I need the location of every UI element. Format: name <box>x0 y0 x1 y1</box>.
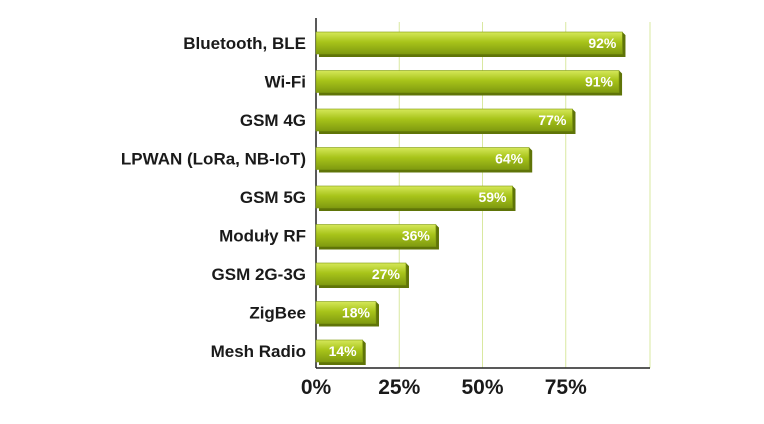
value-label: 18% <box>342 305 371 321</box>
bar-4 <box>315 185 513 209</box>
category-label: Mesh Radio <box>211 342 306 361</box>
category-labels: Bluetooth, BLE Wi-Fi GSM 4G LPWAN (LoRa, NB… <box>121 34 306 361</box>
bar-2 <box>315 108 573 132</box>
bar-shadow-bottom <box>319 131 576 134</box>
category-label: Moduły RF <box>219 227 306 246</box>
bar-6 <box>315 262 407 286</box>
bar-0 <box>315 31 623 55</box>
value-label: 36% <box>402 228 431 244</box>
bar-3 <box>315 147 530 170</box>
bar-shadow-side <box>572 112 576 134</box>
bar-shadow-side <box>529 150 533 173</box>
bar-shadow-bottom <box>319 54 626 57</box>
value-label: 14% <box>329 343 358 359</box>
x-tick-label: 50% <box>461 376 503 399</box>
bar-shadow-side <box>362 343 366 365</box>
x-tick-label: 0% <box>301 376 332 399</box>
bars: 92% 91% 77% 64% 59% 36% 27% 18% 14% <box>315 31 626 365</box>
value-label: 91% <box>585 74 614 90</box>
category-label: GSM 5G <box>240 188 306 207</box>
value-label: 27% <box>372 266 401 282</box>
category-label: ZigBee <box>249 304 306 323</box>
bar-shadow-side <box>435 227 439 250</box>
bar-shadow-bottom <box>319 169 533 173</box>
value-label: 59% <box>478 189 507 205</box>
bar-shadow-bottom <box>319 92 623 96</box>
bar-shadow-bottom <box>319 285 409 288</box>
x-tick-label: 25% <box>378 376 420 399</box>
value-label: 64% <box>495 151 524 167</box>
bar-1 <box>315 70 620 93</box>
x-axis-tick-labels: 0% 25% 50% 75% <box>301 376 587 399</box>
bar-5 <box>315 224 437 247</box>
bar-shadow-side <box>622 35 626 57</box>
value-label: 77% <box>538 112 567 128</box>
category-label: LPWAN (LoRa, NB-IoT) <box>121 150 306 169</box>
bar-8 <box>315 339 363 363</box>
value-label: 92% <box>588 35 617 51</box>
x-tick-label: 75% <box>545 376 587 399</box>
bar-shadow-side <box>405 266 409 288</box>
bar-shadow-bottom <box>319 323 379 327</box>
category-label: Bluetooth, BLE <box>183 34 306 53</box>
category-label: GSM 2G-3G <box>212 265 306 284</box>
bar-7 <box>315 301 377 324</box>
bar-shadow-side <box>619 73 623 96</box>
bar-shadow-bottom <box>319 362 366 365</box>
bar-shadow-side <box>512 189 516 211</box>
category-label: Wi-Fi <box>265 73 306 92</box>
bar-shadow-bottom <box>319 208 516 211</box>
category-label: GSM 4G <box>240 111 306 130</box>
bar-shadow-side <box>375 304 379 327</box>
bar-shadow-bottom <box>319 246 439 250</box>
